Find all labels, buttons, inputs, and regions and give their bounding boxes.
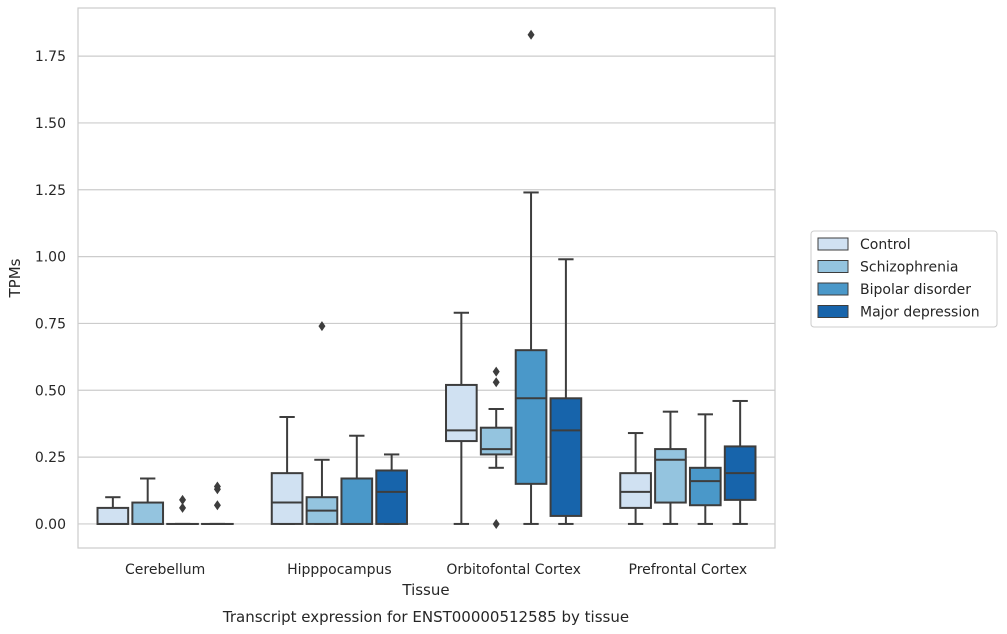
plot-frame	[77, 7, 776, 549]
x-tick-label: Prefrontal Cortex	[629, 562, 748, 578]
box-major-depression	[201, 481, 234, 525]
box-iqr	[375, 469, 408, 525]
y-tick-label: 1.50	[35, 116, 66, 132]
outlier-point	[213, 500, 221, 511]
box-iqr	[654, 448, 687, 504]
legend: Control Schizophrenia Bipolar disorder Majo…	[810, 230, 998, 328]
y-tick-label: 0.50	[35, 383, 66, 399]
box-schizophrenia	[654, 410, 687, 525]
box-iqr	[445, 383, 478, 443]
y-tick-label: 1.75	[35, 49, 66, 65]
box-bipolar-disorder	[340, 434, 374, 525]
x-tick-label: Hipppocampus	[287, 562, 392, 578]
gridlines	[78, 55, 775, 525]
x-axis-label: Tissue	[401, 581, 449, 599]
outlier-point	[492, 366, 500, 377]
box-schizophrenia	[131, 477, 165, 525]
box-bipolar-disorder	[514, 29, 548, 525]
chart-caption: Transcript expression for ENST0000051258…	[222, 608, 629, 626]
box-iqr	[514, 349, 548, 485]
box-iqr	[479, 426, 513, 456]
outlier-point	[492, 518, 500, 529]
box-iqr	[688, 466, 722, 507]
box-bipolar-disorder	[688, 413, 722, 525]
box-control	[96, 496, 130, 525]
box-control	[619, 432, 652, 525]
outlier-point	[527, 29, 535, 40]
y-axis-ticks: 0.00 0.25 0.50 0.75 1.00 1.25 1.50 1.75	[35, 49, 66, 533]
y-tick-label: 0.25	[35, 450, 66, 466]
box-iqr	[619, 472, 652, 509]
legend-label: Bipolar disorder	[860, 282, 971, 298]
box-major-depression	[375, 453, 408, 525]
box-major-depression	[549, 258, 583, 525]
y-tick-label: 1.00	[35, 250, 66, 266]
legend-swatch	[817, 237, 849, 251]
outlier-point	[492, 377, 500, 388]
outlier-point	[213, 481, 221, 492]
legend-frame	[810, 230, 998, 328]
legend-swatch	[817, 305, 849, 318]
outlier-point	[179, 494, 187, 505]
legend-label: Major depression	[860, 305, 980, 321]
y-axis-label: TPMs	[6, 258, 24, 298]
outlier-point	[318, 321, 326, 332]
box-iqr	[549, 397, 583, 517]
y-tick-label: 0.75	[35, 316, 66, 332]
box-schizophrenia	[305, 321, 339, 525]
legend-label: Schizophrenia	[860, 260, 958, 276]
box-schizophrenia	[479, 366, 513, 529]
box-iqr	[270, 472, 304, 525]
outlier-point	[179, 502, 187, 513]
legend-swatch	[817, 282, 849, 296]
box-control	[270, 416, 304, 525]
box-bipolar-disorder	[166, 494, 199, 525]
y-tick-label: 0.00	[35, 517, 66, 533]
box-iqr	[96, 506, 130, 525]
box-series	[96, 29, 757, 529]
box-iqr	[131, 501, 165, 525]
box-control	[445, 311, 478, 525]
y-tick-label: 1.25	[35, 183, 66, 199]
x-axis-ticks: Cerebellum Hipppocampus Orbitofontal Corte…	[125, 562, 747, 578]
box-major-depression	[723, 399, 757, 525]
legend-swatch	[817, 260, 849, 273]
box-iqr	[340, 477, 374, 525]
legend-label: Control	[860, 237, 911, 253]
x-tick-label: Orbitofontal Cortex	[446, 562, 581, 578]
x-tick-label: Cerebellum	[125, 562, 205, 578]
